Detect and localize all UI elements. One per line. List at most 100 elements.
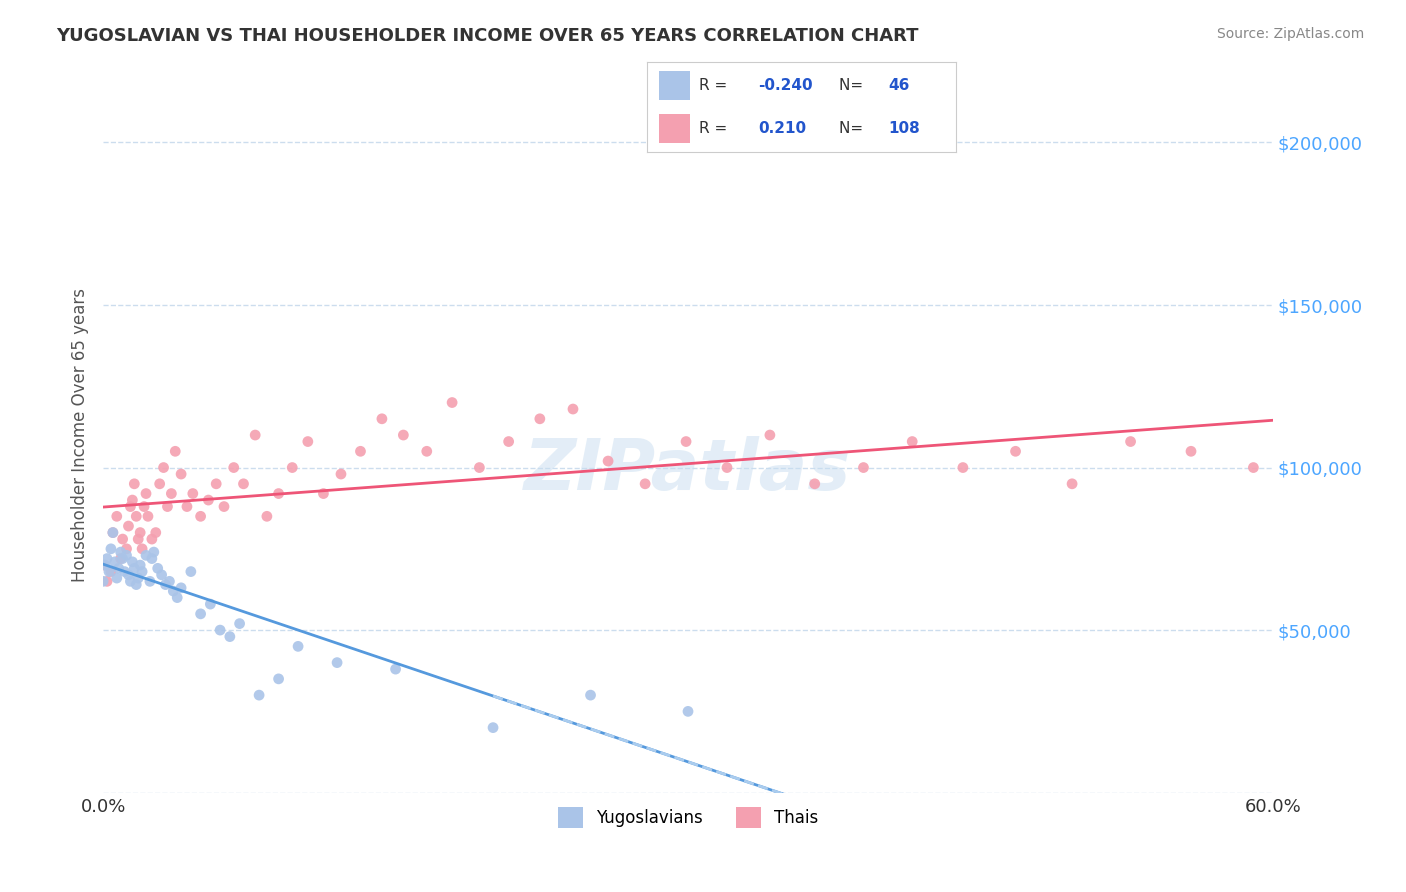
Point	[135, 549, 157, 563]
Point	[468, 460, 491, 475]
Point	[222, 460, 245, 475]
Point	[384, 662, 406, 676]
Point	[579, 688, 602, 702]
Point	[209, 623, 232, 637]
Point	[212, 500, 235, 514]
Point	[281, 460, 304, 475]
Point	[176, 500, 198, 514]
Point	[156, 500, 179, 514]
Point	[256, 509, 278, 524]
Point	[441, 395, 464, 409]
Point	[150, 567, 173, 582]
Point	[135, 486, 157, 500]
Point	[166, 591, 188, 605]
Point	[101, 525, 124, 540]
Point	[759, 428, 782, 442]
Point	[114, 565, 136, 579]
Point	[952, 460, 974, 475]
Point	[139, 574, 162, 589]
Point	[287, 640, 309, 654]
Point	[152, 460, 174, 475]
Point	[170, 581, 193, 595]
FancyBboxPatch shape	[659, 114, 690, 143]
Point	[676, 705, 699, 719]
Point	[267, 672, 290, 686]
Text: -0.240: -0.240	[758, 78, 813, 93]
Point	[245, 428, 267, 442]
Point	[121, 555, 143, 569]
Point	[146, 561, 169, 575]
Point	[124, 476, 146, 491]
Point	[160, 486, 183, 500]
Point	[562, 402, 585, 417]
Point	[127, 571, 149, 585]
Point	[121, 493, 143, 508]
FancyBboxPatch shape	[659, 71, 690, 100]
Point	[529, 411, 551, 425]
Point	[94, 558, 117, 573]
Point	[349, 444, 371, 458]
Text: ZIPatlas: ZIPatlas	[524, 436, 852, 505]
Point	[127, 532, 149, 546]
Point	[416, 444, 439, 458]
Point	[498, 434, 520, 449]
Point	[155, 577, 177, 591]
Point	[312, 486, 335, 500]
Text: R =: R =	[699, 78, 733, 93]
Point	[1004, 444, 1026, 458]
Text: 0.210: 0.210	[758, 121, 806, 136]
Point	[104, 555, 127, 569]
Point	[132, 500, 155, 514]
Point	[165, 444, 187, 458]
Point	[675, 434, 697, 449]
Point	[107, 561, 129, 575]
Point	[120, 500, 142, 514]
Point	[190, 607, 212, 621]
Point	[129, 525, 152, 540]
Text: R =: R =	[699, 121, 733, 136]
Point	[596, 454, 619, 468]
Point	[297, 434, 319, 449]
Point	[145, 525, 167, 540]
Point	[136, 509, 159, 524]
Point	[141, 551, 163, 566]
Point	[100, 541, 122, 556]
Point	[131, 541, 153, 556]
Point	[124, 561, 146, 575]
Point	[170, 467, 193, 481]
Point	[101, 525, 124, 540]
Point	[205, 476, 228, 491]
Point	[115, 549, 138, 563]
Point	[105, 509, 128, 524]
Point	[803, 476, 825, 491]
Point	[716, 460, 738, 475]
Text: N=: N=	[838, 121, 868, 136]
Point	[267, 486, 290, 500]
Point	[247, 688, 270, 702]
Point	[142, 545, 165, 559]
Text: 46: 46	[889, 78, 910, 93]
Point	[200, 597, 222, 611]
Point	[110, 551, 132, 566]
Point	[232, 476, 254, 491]
Point	[141, 532, 163, 546]
Point	[1119, 434, 1142, 449]
Point	[111, 551, 134, 566]
Point	[1241, 460, 1264, 475]
Point	[100, 565, 122, 579]
Point	[115, 541, 138, 556]
Text: N=: N=	[838, 78, 868, 93]
Point	[162, 584, 184, 599]
Y-axis label: Householder Income Over 65 years: Householder Income Over 65 years	[72, 288, 89, 582]
Point	[181, 486, 204, 500]
Point	[1062, 476, 1084, 491]
Point	[634, 476, 657, 491]
Point	[197, 493, 219, 508]
Point	[190, 509, 212, 524]
Point	[157, 574, 180, 589]
Point	[117, 519, 139, 533]
Point	[98, 565, 121, 579]
Point	[1180, 444, 1202, 458]
Point	[96, 574, 118, 589]
Point	[901, 434, 924, 449]
